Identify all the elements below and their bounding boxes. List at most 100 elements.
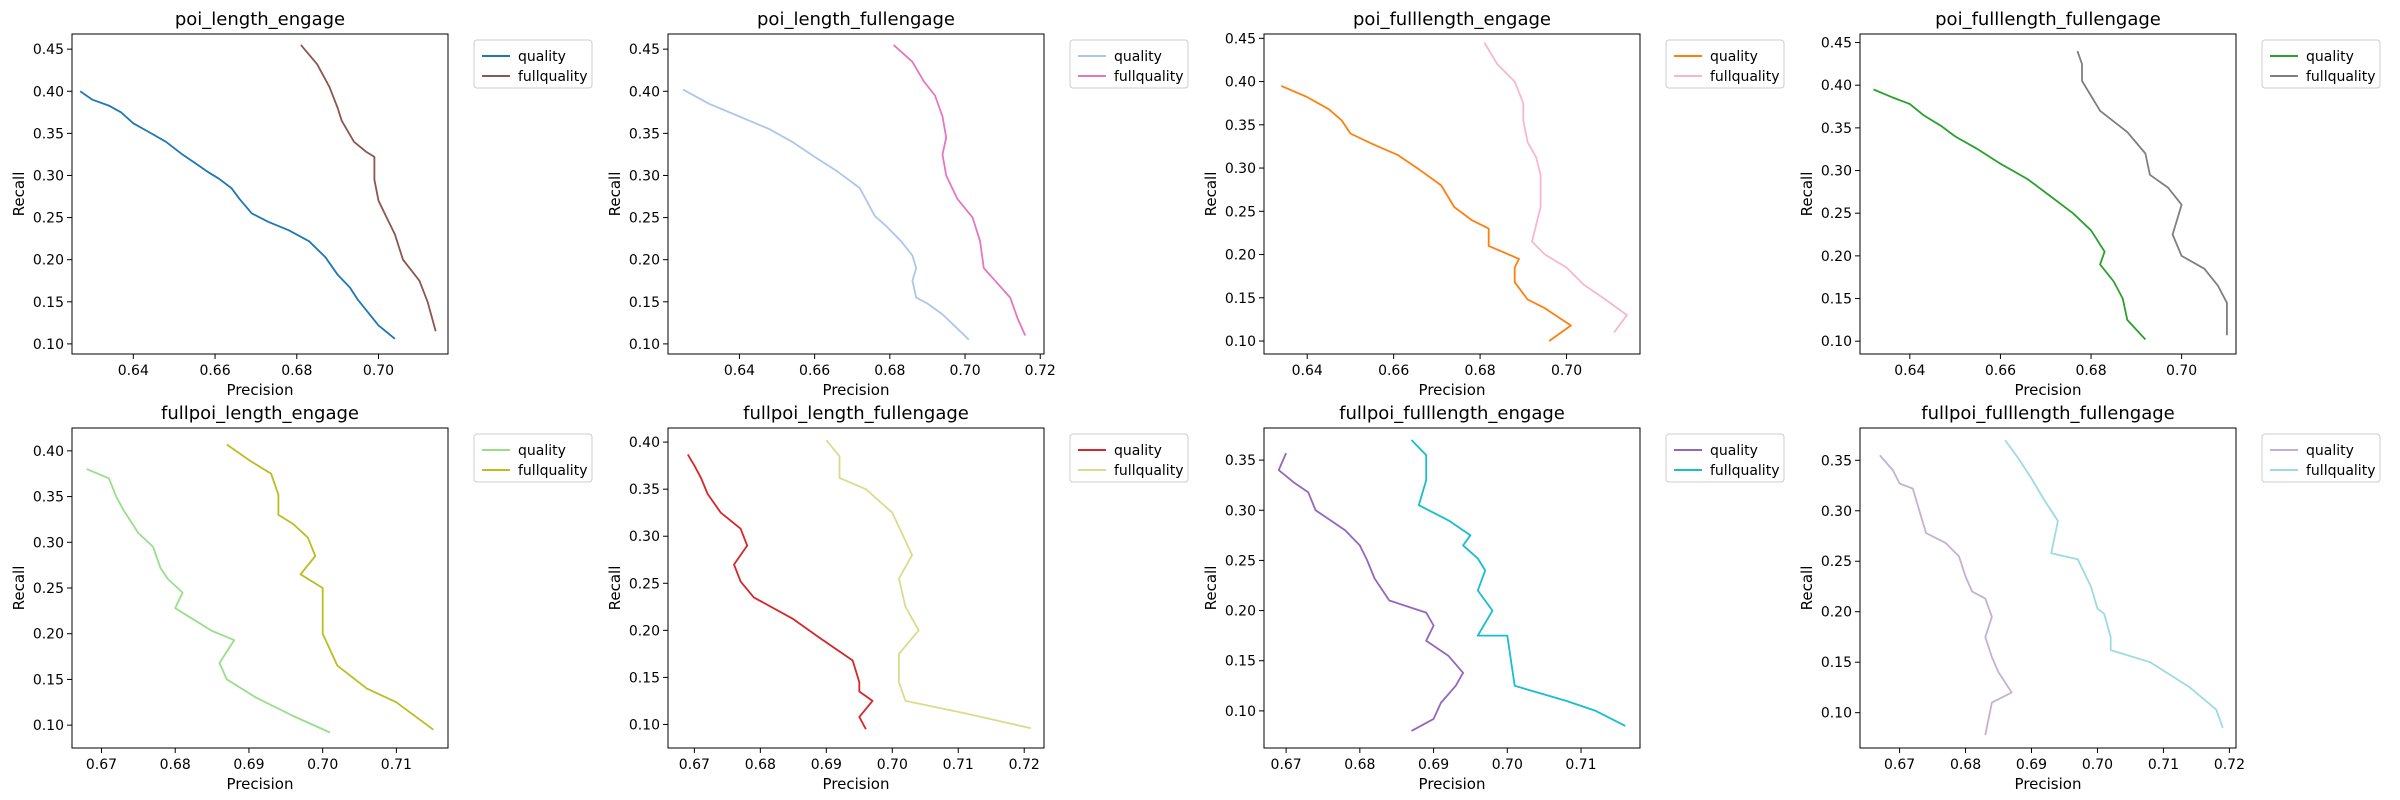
series-line-quality [682,88,970,341]
y-axis-label: Recall [606,566,624,611]
y-tick-label: 0.45 [33,42,64,58]
x-axis-label: Precision [227,381,294,399]
y-tick-label: 0.15 [629,295,660,311]
y-tick-label: 0.45 [629,42,660,58]
y-tick-label: 0.25 [1821,206,1852,222]
axes-frame [71,33,449,355]
y-tick-label: 0.40 [33,444,64,460]
y-tick-label: 0.15 [1225,291,1256,307]
y-tick-label: 0.30 [1225,503,1256,519]
legend-label-quality: quality [1710,49,1758,65]
legend: quality fullquality [1069,433,1189,483]
y-tick-label: 0.15 [1821,655,1852,671]
x-tick-label: 0.72 [1009,757,1040,773]
chart-title: poi_fulllength_engage [1353,9,1551,30]
y-tick-label: 0.10 [629,337,660,353]
y-tick-label: 0.15 [33,672,64,688]
legend-label-quality: quality [2306,443,2354,459]
y-tick-label: 0.35 [1225,453,1256,469]
x-tick-label: 0.71 [943,757,974,773]
x-tick-label: 0.70 [2166,363,2197,379]
y-tick-label: 0.15 [1821,292,1852,308]
y-tick-label: 0.40 [1821,78,1852,94]
x-tick-label: 0.68 [745,757,776,773]
x-tick-label: 0.70 [1492,757,1523,773]
y-tick-label: 0.25 [1821,554,1852,570]
series-line-fullquality [892,44,1027,336]
chart-panel-1: poi_length_engage 0.64 0.66 0.68 0.70 0.10 0.1… [10,9,593,399]
legend: quality fullquality [473,433,593,483]
chart-panel-4: poi_fulllength_fullengage 0.64 0.66 0.68 0.7… [1798,9,2381,399]
chart-panel-3: poi_fulllength_engage 0.64 0.66 0.68 0.70 0.1… [1202,9,1785,399]
y-tick-label: 0.20 [629,253,660,269]
x-tick-label: 0.72 [1025,363,1056,379]
chart-panel-2: poi_length_fullengage 0.64 0.66 0.68 0.70 0.7… [606,9,1189,399]
legend-label-fullquality: fullquality [1710,463,1779,479]
y-tick-label: 0.10 [1821,706,1852,722]
x-axis-label: Precision [823,381,890,399]
legend: quality fullquality [2261,433,2381,483]
x-axis-label: Precision [1419,381,1486,399]
y-tick-label: 0.15 [1225,654,1256,670]
x-axis-label: Precision [1419,775,1486,793]
chart-title: fullpoi_fulllength_engage [1339,403,1565,424]
x-tick-label: 0.70 [363,363,394,379]
chart-panel-6: fullpoi_length_fullengage 0.67 0.68 0.69 0.7… [606,403,1189,793]
y-tick-label: 0.35 [33,126,64,142]
axes-frame [1263,427,1641,749]
chart-panel-5: fullpoi_length_engage 0.67 0.68 0.69 0.70 0.7… [10,403,593,793]
y-tick-label: 0.30 [33,535,64,551]
y-tick-label: 0.30 [629,168,660,184]
legend-label-fullquality: fullquality [1710,69,1779,85]
legend: quality fullquality [473,39,593,89]
y-axis-label: Recall [10,566,28,611]
chart-panel-8: fullpoi_fulllength_fullengage 0.67 0.68 0.6… [1798,403,2381,793]
y-tick-label: 0.10 [1821,334,1852,350]
x-tick-label: 0.67 [1884,757,1915,773]
legend-label-quality: quality [1114,49,1162,65]
series-line-fullquality [825,439,1031,730]
axes-frame [1859,427,2237,749]
y-tick-label: 0.25 [33,581,64,597]
chart-title: fullpoi_length_engage [161,403,359,424]
y-axis-label: Recall [1202,172,1220,217]
legend-label-quality: quality [518,443,566,459]
x-tick-label: 0.68 [1950,757,1981,773]
y-tick-label: 0.35 [629,126,660,142]
legend-label-fullquality: fullquality [2306,69,2375,85]
y-axis-label: Recall [10,172,28,217]
y-tick-label: 0.30 [629,529,660,545]
chart-panel-7: fullpoi_fulllength_engage 0.67 0.68 0.69 0.7… [1202,403,1785,793]
legend: quality fullquality [2261,39,2381,89]
y-tick-label: 0.40 [33,84,64,100]
legend: quality fullquality [1665,433,1785,483]
x-tick-label: 0.70 [1551,363,1582,379]
y-tick-label: 0.10 [629,717,660,733]
x-tick-label: 0.68 [281,363,312,379]
y-axis-label: Recall [1202,566,1220,611]
y-axis-label: Recall [1798,172,1816,217]
y-tick-label: 0.35 [1821,121,1852,137]
axes-frame [1263,33,1641,355]
x-tick-label: 0.70 [2082,757,2113,773]
series-line-fullquality [1483,42,1628,333]
y-tick-label: 0.20 [33,253,64,269]
chart-title: poi_length_engage [175,9,345,30]
x-tick-label: 0.69 [2016,757,2047,773]
y-tick-label: 0.45 [1821,36,1852,52]
x-tick-label: 0.68 [1465,363,1496,379]
series-line-fullquality [2004,439,2224,729]
y-axis-label: Recall [1798,566,1816,611]
x-tick-label: 0.69 [1418,757,1449,773]
chart-title: fullpoi_fulllength_fullengage [1921,403,2175,424]
y-axis-label: Recall [606,172,624,217]
x-axis-label: Precision [2015,381,2082,399]
x-tick-label: 0.68 [160,757,191,773]
series-line-quality [1277,452,1464,732]
x-tick-label: 0.67 [1271,757,1302,773]
legend: quality fullquality [1069,39,1189,89]
y-tick-label: 0.35 [33,490,64,506]
x-axis-label: Precision [823,775,890,793]
series-line-fullquality [1410,439,1626,727]
